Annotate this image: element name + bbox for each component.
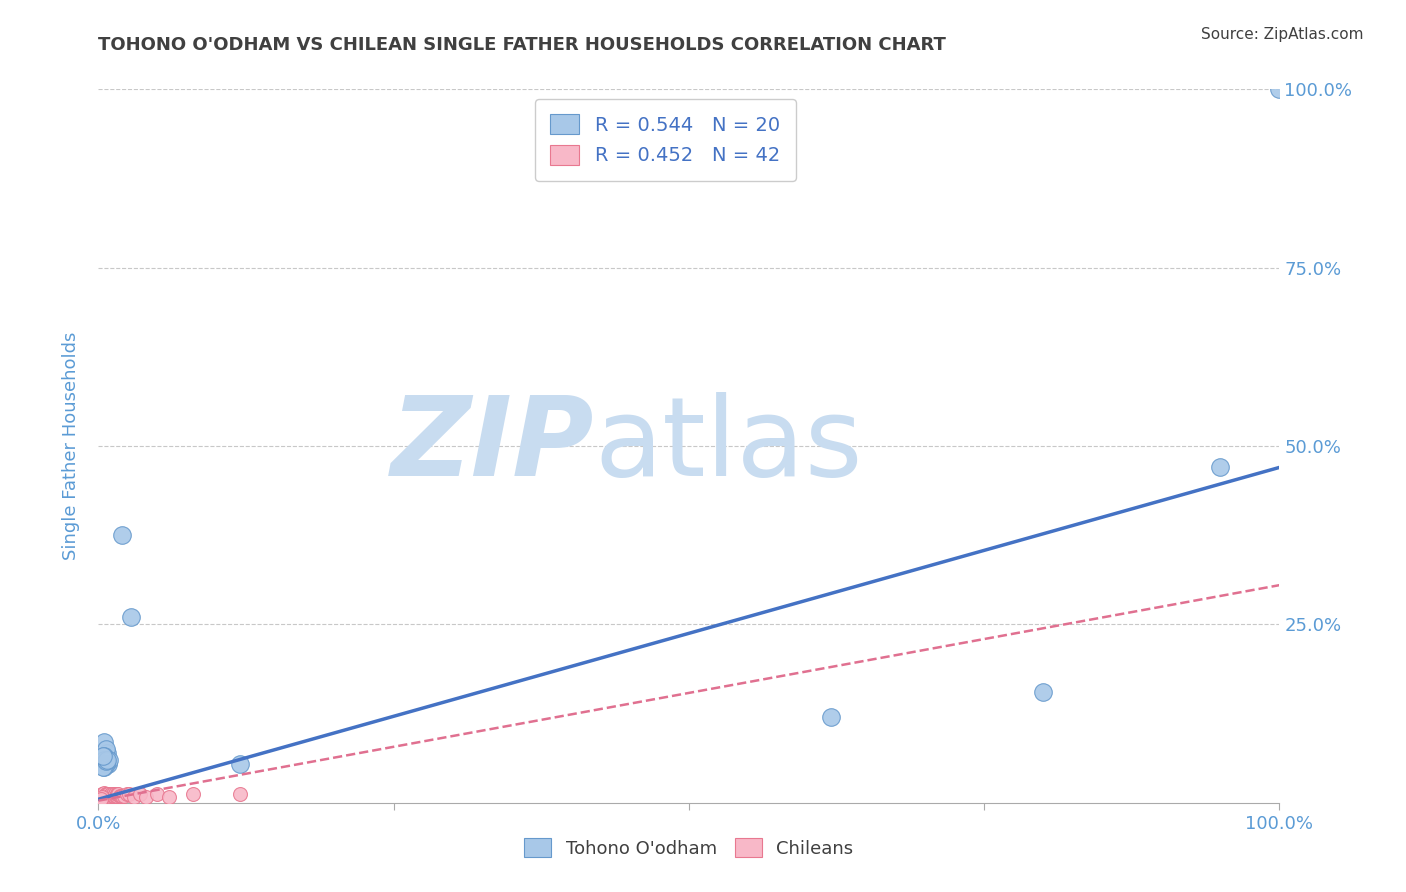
Point <box>1268 82 1291 96</box>
Point <box>90 791 112 805</box>
Point <box>93 735 115 749</box>
Point <box>91 790 114 805</box>
Point <box>93 789 115 803</box>
Legend: Tohono O'odham, Chileans: Tohono O'odham, Chileans <box>510 824 868 872</box>
Point <box>98 789 121 803</box>
Point <box>96 746 118 760</box>
Point <box>91 790 114 805</box>
Point <box>105 789 128 803</box>
Point <box>100 787 122 801</box>
Point <box>229 756 252 771</box>
Point <box>97 790 120 805</box>
Point <box>93 749 115 764</box>
Point <box>820 710 842 724</box>
Point <box>104 787 127 801</box>
Point <box>91 749 114 764</box>
Point <box>94 742 117 756</box>
Point <box>93 786 115 800</box>
Point <box>98 789 121 803</box>
Point <box>91 787 114 801</box>
Point <box>91 789 114 803</box>
Text: atlas: atlas <box>595 392 863 500</box>
Point <box>91 787 114 801</box>
Point <box>110 789 132 803</box>
Point <box>108 789 131 803</box>
Point <box>101 787 124 801</box>
Point <box>94 787 117 801</box>
Y-axis label: Single Father Households: Single Father Households <box>62 332 80 560</box>
Point <box>128 787 150 801</box>
Point <box>97 756 120 771</box>
Point <box>229 787 252 801</box>
Point <box>118 787 141 801</box>
Point <box>157 790 180 805</box>
Point <box>105 787 128 801</box>
Point <box>1209 460 1232 475</box>
Point <box>98 790 121 805</box>
Point <box>105 789 128 803</box>
Point <box>90 790 112 805</box>
Point <box>135 790 157 805</box>
Point <box>103 789 125 803</box>
Point <box>107 787 129 801</box>
Point <box>111 528 134 542</box>
Point <box>96 787 118 801</box>
Point <box>121 610 143 624</box>
Point <box>115 787 138 801</box>
Point <box>122 790 145 805</box>
Text: ZIP: ZIP <box>391 392 595 500</box>
Text: Source: ZipAtlas.com: Source: ZipAtlas.com <box>1201 27 1364 42</box>
Point <box>96 753 118 767</box>
Text: TOHONO O'ODHAM VS CHILEAN SINGLE FATHER HOUSEHOLDS CORRELATION CHART: TOHONO O'ODHAM VS CHILEAN SINGLE FATHER … <box>98 36 946 54</box>
Point <box>93 760 115 774</box>
Point <box>94 756 117 771</box>
Point <box>96 790 118 805</box>
Point <box>93 753 115 767</box>
Point <box>94 790 117 805</box>
Point <box>101 789 124 803</box>
Point <box>98 753 121 767</box>
Point <box>146 787 169 801</box>
Point <box>97 787 120 801</box>
Point <box>98 790 121 805</box>
Point <box>111 789 134 803</box>
Point <box>91 760 114 774</box>
Point <box>181 787 204 801</box>
Point <box>94 755 117 769</box>
Point <box>90 789 112 803</box>
Point <box>1032 685 1054 699</box>
Point <box>112 789 135 803</box>
